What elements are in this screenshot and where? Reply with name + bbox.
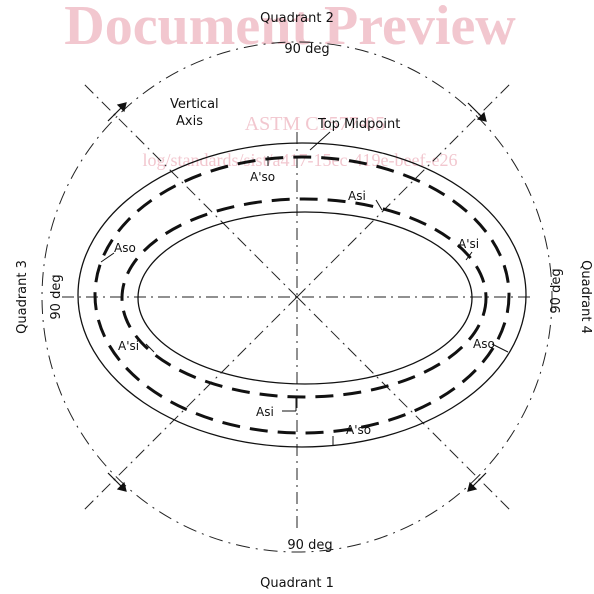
leader-asi-right bbox=[465, 251, 473, 261]
division-line-se bbox=[296, 296, 513, 513]
quadrant-3-label: Quadrant 3 bbox=[15, 260, 30, 334]
leader-aso-right bbox=[491, 343, 509, 353]
angle-top-label: 90 deg bbox=[284, 42, 329, 57]
leader-asi-left bbox=[145, 343, 155, 353]
steel-label-asi-top: Asi bbox=[348, 189, 366, 203]
quadrant-1-label: Quadrant 1 bbox=[260, 576, 334, 591]
angle-left-label: 90 deg bbox=[49, 274, 64, 319]
leader-aso-left bbox=[100, 252, 115, 263]
inner-reinforcement-cage bbox=[120, 197, 488, 399]
quadrant-division-lines bbox=[81, 81, 513, 513]
arrow-head-se bbox=[467, 481, 478, 492]
arrow-head-nw bbox=[116, 102, 127, 113]
steel-label-asi-bottom: Asi bbox=[256, 405, 274, 419]
division-line-ne bbox=[296, 81, 513, 298]
center-axes bbox=[62, 132, 534, 530]
steel-label-aso-bottom: A'so bbox=[346, 423, 371, 437]
arrow-head-sw bbox=[116, 481, 127, 492]
steel-label-asi-right: A'si bbox=[458, 237, 479, 251]
vertical-axis-label-line2: Axis bbox=[176, 114, 203, 129]
division-line-nw bbox=[81, 81, 298, 298]
steel-labels bbox=[100, 156, 509, 446]
outer-reinforcement-cage bbox=[93, 155, 511, 435]
quadrant-2-label: Quadrant 2 bbox=[260, 11, 334, 26]
watermark-standard: ASTM C1577-05 bbox=[245, 113, 386, 135]
angle-right-label: 90 deg bbox=[549, 268, 564, 313]
steel-label-asi-left: A'si bbox=[118, 339, 139, 353]
quadrant-arrows bbox=[107, 102, 487, 492]
watermark-url: log/standards/sist/a417-15ec-419e-beef-e… bbox=[143, 150, 458, 170]
steel-label-aso-right: Aso bbox=[473, 337, 495, 351]
outer-pipe-wall bbox=[77, 142, 527, 448]
top-midpoint-leader bbox=[309, 131, 331, 151]
vertical-axis-label-line1: Vertical bbox=[170, 97, 219, 112]
top-midpoint-label: Top Midpoint bbox=[317, 117, 400, 132]
quadrant-circle bbox=[41, 41, 553, 553]
division-line-sw bbox=[81, 296, 298, 513]
arrow-head-ne bbox=[476, 111, 487, 122]
leader-asi-top bbox=[375, 199, 383, 211]
steel-label-aso-left: Aso bbox=[114, 241, 136, 255]
angle-bottom-label: 90 deg bbox=[287, 538, 332, 553]
steel-label-aso-top: A'so bbox=[250, 170, 275, 184]
watermark-title: Document Preview bbox=[64, 0, 516, 57]
watermark: Document Preview ASTM C1577-05 log/stand… bbox=[64, 0, 516, 170]
inner-pipe-wall bbox=[137, 211, 473, 385]
quadrant-4-label: Quadrant 4 bbox=[578, 260, 593, 334]
